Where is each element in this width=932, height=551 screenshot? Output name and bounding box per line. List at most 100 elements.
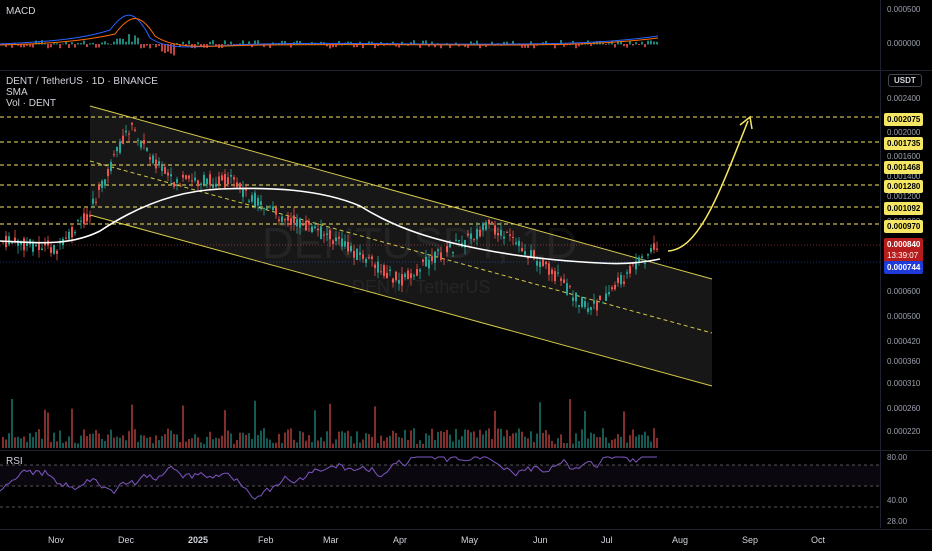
candle-body [656, 248, 658, 250]
macd-histogram-bar [122, 38, 124, 45]
volume-indicator-label[interactable]: Vol · DENT [6, 98, 57, 109]
volume-bar [455, 428, 457, 448]
macd-histogram-bar [209, 41, 211, 45]
macd-histogram-bar [560, 40, 562, 45]
volume-bar [116, 436, 118, 448]
candle-body [350, 246, 352, 252]
candle-body [164, 167, 166, 174]
candle-body [482, 223, 484, 230]
macd-histogram-bar [5, 44, 7, 47]
candle-body [605, 293, 607, 302]
candle-body [11, 242, 13, 244]
candle-body [341, 238, 343, 247]
candle-body [470, 233, 472, 239]
volume-bar [158, 440, 160, 448]
main-price-axis[interactable]: USDT 0.002400 0.002000 0.001600 0.001400… [880, 71, 932, 450]
volume-bar [632, 429, 634, 448]
candle-body [371, 256, 373, 259]
volume-bar [98, 433, 100, 448]
macd-price-axis[interactable]: 0.000500 0.000000 [880, 0, 932, 70]
candle-body [635, 261, 637, 270]
macd-histogram-bar [353, 44, 355, 48]
macd-histogram-bar [56, 43, 58, 45]
currency-button[interactable]: USDT [888, 74, 922, 87]
volume-bar [368, 434, 370, 448]
rsi-line [0, 456, 657, 500]
volume-bar [2, 436, 4, 448]
candle-body [89, 215, 91, 217]
macd-pane[interactable]: MACD [0, 0, 880, 70]
price-tick: 0.000310 [887, 379, 921, 388]
price-tick: 0.002000 [887, 128, 921, 137]
macd-histogram-bar [425, 40, 427, 45]
volume-bar [170, 430, 172, 448]
macd-histogram-bar [476, 40, 478, 45]
volume-bar [374, 406, 376, 448]
candle-body [269, 206, 271, 208]
pane-separator[interactable] [0, 450, 932, 451]
macd-histogram-bar [284, 41, 286, 45]
volume-bar [563, 443, 565, 448]
sma-line [0, 187, 661, 265]
rsi-price-axis[interactable]: 80.00 40.00 28.00 [880, 451, 932, 528]
macd-histogram-bar [410, 42, 412, 45]
macd-histogram-bar [8, 43, 10, 45]
volume-bar [425, 433, 427, 448]
macd-histogram-bar [362, 44, 364, 49]
volume-bar [404, 429, 406, 448]
rsi-pane[interactable]: RSI [0, 451, 880, 528]
pane-separator[interactable] [0, 70, 932, 71]
volume-bar [23, 436, 25, 448]
chart-symbol-title[interactable]: DENT / TetherUS · 1D · BINANCE [6, 76, 158, 87]
candle-body [236, 182, 238, 188]
candle-body [38, 242, 40, 250]
candle-body [224, 174, 226, 188]
volume-bar [440, 431, 442, 448]
candle-body [290, 218, 292, 225]
candle-body [554, 271, 556, 282]
volume-bar [617, 434, 619, 448]
time-axis[interactable]: Nov Dec 2025 Feb Mar Apr May Jun Jul Aug… [0, 529, 932, 551]
channel-lower-line [89, 214, 713, 387]
volume-bar [197, 437, 199, 448]
candle-body [215, 183, 217, 187]
volume-bar [89, 433, 91, 448]
sma-indicator-label[interactable]: SMA [6, 87, 28, 98]
volume-bar [53, 432, 55, 448]
candle-body [437, 249, 439, 251]
macd-histogram-bar [74, 44, 76, 48]
volume-bar [650, 441, 652, 448]
volume-bar [203, 443, 205, 448]
time-tick: Apr [393, 535, 408, 545]
candle-body [296, 219, 298, 227]
macd-histogram-bar [491, 41, 493, 45]
macd-histogram-bar [92, 42, 94, 45]
main-chart-pane[interactable]: DENT / TetherUS · 1D · BINANCE SMA Vol ·… [0, 71, 880, 450]
candle-body [257, 197, 259, 206]
candle-body [365, 259, 367, 263]
macd-histogram-bar [575, 44, 577, 49]
volume-bar [371, 436, 373, 448]
volume-bar [398, 437, 400, 448]
candle-body [206, 178, 208, 185]
volume-bar [260, 430, 262, 448]
candle-body [485, 222, 487, 230]
candle-body [479, 229, 481, 237]
macd-histogram-bar [104, 41, 106, 45]
macd-histogram-bar [230, 41, 232, 45]
volume-bar [101, 438, 103, 448]
candle-body [464, 240, 466, 248]
candle-body [647, 254, 649, 256]
macd-histogram-bar [32, 44, 34, 48]
candle-body [323, 234, 325, 236]
macd-histogram-bar [428, 44, 430, 47]
macd-histogram-bar [110, 44, 112, 45]
volume-bar [506, 429, 508, 448]
volume-bar [524, 436, 526, 448]
candle-body [449, 243, 451, 248]
volume-bar [59, 430, 61, 448]
price-tick: 0.001200 [887, 192, 921, 201]
macd-histogram-bar [617, 41, 619, 45]
volume-bar [653, 428, 655, 448]
time-tick: Jul [601, 535, 613, 545]
